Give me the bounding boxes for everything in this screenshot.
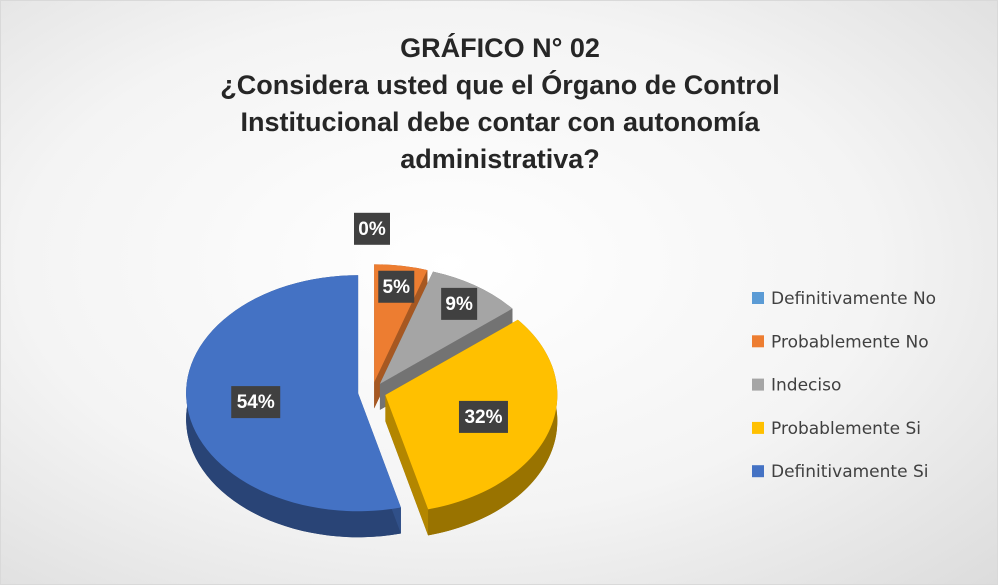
- legend-swatch: [752, 421, 764, 434]
- legend-label: Probablemente No: [771, 332, 929, 352]
- legend-swatch: [752, 292, 764, 304]
- data-label: 32%: [464, 407, 502, 428]
- data-label: 54%: [237, 392, 275, 413]
- data-label: 9%: [445, 294, 473, 315]
- legend-swatch: [752, 335, 764, 348]
- label-box: [458, 400, 508, 433]
- titles: GRÁFICO N° 02 ¿Considera usted que el Ór…: [140, 30, 860, 178]
- slice: [186, 275, 401, 512]
- label-box: [378, 270, 415, 303]
- chart-title: GRÁFICO N° 02: [400, 33, 600, 63]
- label-box: [354, 212, 390, 245]
- slice-wall: [379, 271, 513, 410]
- slice-side: [428, 319, 558, 536]
- legend-label: Probablemente Si: [771, 419, 921, 439]
- label-box: [441, 287, 478, 320]
- label-box: [231, 386, 281, 419]
- legend-label: Definitivamente No: [771, 289, 936, 309]
- slice: [379, 271, 513, 384]
- legend-label: Indeciso: [771, 376, 841, 396]
- chart-subtitle: ¿Considera usted que el Órgano de Contro…: [220, 70, 780, 174]
- legend-swatch: [752, 378, 764, 391]
- legend-swatch: [752, 465, 764, 478]
- data-label: 0%: [358, 219, 386, 240]
- legend-label: Definitivamente Si: [771, 462, 928, 482]
- data-label: 5%: [383, 277, 411, 298]
- slice-side: [186, 275, 401, 538]
